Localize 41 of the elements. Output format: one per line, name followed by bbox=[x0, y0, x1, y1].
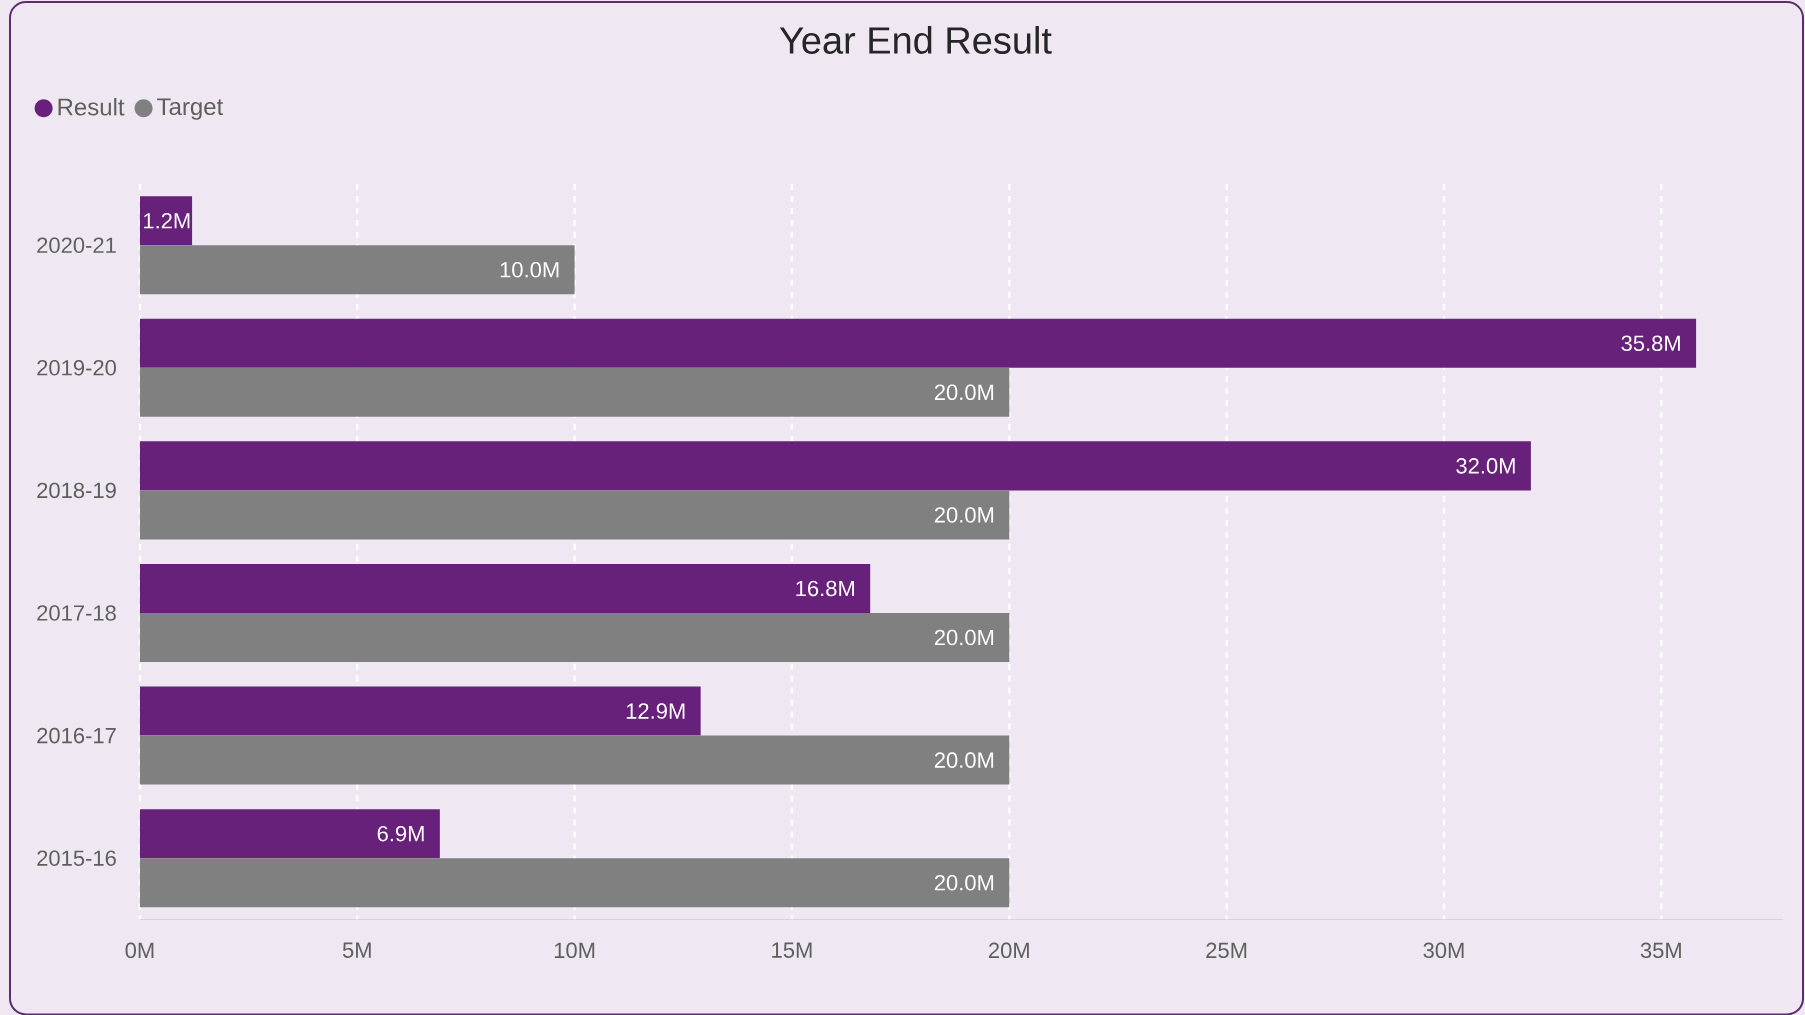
data-label: 20.0M bbox=[934, 506, 994, 523]
data-label: 12.9M bbox=[626, 703, 685, 719]
data-label: 6.9M bbox=[377, 825, 424, 842]
bar bbox=[139, 441, 1531, 491]
bar bbox=[139, 808, 440, 858]
data-label: 20.0M bbox=[934, 874, 994, 891]
y-tick-label: 2020-21 bbox=[37, 237, 116, 253]
data-label: 20.0M bbox=[934, 752, 994, 768]
y-tick-label: 2017-18 bbox=[37, 605, 116, 621]
y-tick-label: 2018-19 bbox=[37, 482, 116, 498]
data-label: 10.0M bbox=[500, 261, 559, 278]
x-tick-label: 20M bbox=[989, 942, 1029, 958]
data-label: 1.2M bbox=[143, 212, 190, 229]
data-label: 20.0M bbox=[934, 629, 994, 646]
bar bbox=[139, 612, 1010, 662]
x-tick-label: 10M bbox=[554, 942, 595, 958]
bar bbox=[139, 735, 1010, 785]
x-tick-label: 25M bbox=[1206, 942, 1247, 958]
x-tick-label: 35M bbox=[1640, 942, 1681, 958]
data-label: 16.8M bbox=[796, 580, 854, 597]
x-tick-label: 30M bbox=[1423, 942, 1464, 958]
bar bbox=[139, 245, 575, 295]
data-label: 32.0M bbox=[1456, 457, 1515, 474]
x-tick-label: 5M bbox=[342, 942, 371, 958]
legend-label: Target bbox=[157, 98, 224, 120]
y-tick-label: 2015-16 bbox=[37, 850, 116, 866]
data-label: 20.0M bbox=[934, 384, 994, 400]
bar bbox=[139, 686, 701, 736]
bar bbox=[139, 195, 193, 245]
data-label: 35.8M bbox=[1621, 335, 1680, 351]
bar bbox=[139, 857, 1010, 908]
y-tick-label: 2019-20 bbox=[37, 359, 116, 376]
y-tick-label: 2016-17 bbox=[37, 727, 116, 744]
bar bbox=[139, 367, 1010, 417]
bar bbox=[139, 563, 871, 613]
bar bbox=[139, 318, 1697, 368]
x-tick-label: 0M bbox=[125, 942, 154, 958]
legend-label: Result bbox=[58, 97, 125, 116]
chart-title: Year End Result bbox=[779, 25, 1052, 54]
x-tick-label: 15M bbox=[772, 942, 812, 958]
bar bbox=[139, 490, 1010, 540]
